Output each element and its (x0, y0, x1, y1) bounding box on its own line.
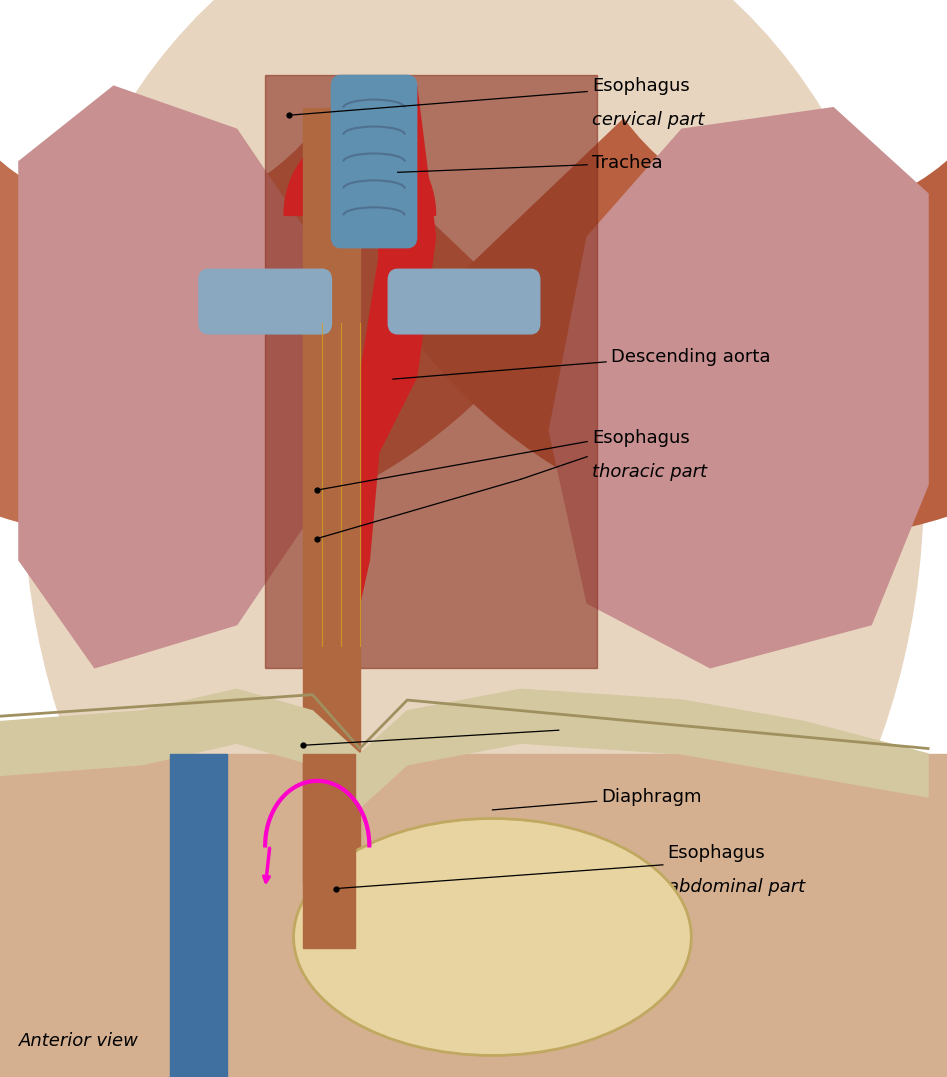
Ellipse shape (294, 819, 691, 1055)
Text: Esophagus: Esophagus (592, 429, 689, 447)
Polygon shape (331, 86, 436, 646)
Text: Trachea: Trachea (592, 154, 663, 172)
Ellipse shape (24, 0, 923, 1077)
Bar (170, 754, 227, 1077)
Wedge shape (406, 39, 947, 538)
Bar (265, 75, 597, 668)
Polygon shape (19, 86, 331, 668)
Wedge shape (0, 39, 541, 538)
Text: Diaphragm: Diaphragm (601, 787, 702, 806)
Text: Esophagus: Esophagus (592, 76, 689, 95)
FancyBboxPatch shape (388, 269, 540, 334)
Text: Esophagus: Esophagus (668, 843, 765, 862)
Text: thoracic part: thoracic part (592, 463, 706, 481)
Bar (303, 754, 355, 948)
Polygon shape (0, 689, 928, 808)
Text: cervical part: cervical part (592, 111, 705, 129)
Text: Stomach: Stomach (434, 945, 513, 962)
FancyBboxPatch shape (331, 75, 417, 248)
Text: abdominal part: abdominal part (668, 878, 805, 896)
Polygon shape (549, 108, 928, 668)
Text: Esophageal hiatus: Esophageal hiatus (563, 716, 729, 735)
Bar (0, 754, 947, 1077)
Text: Anterior view: Anterior view (19, 1032, 139, 1050)
Wedge shape (284, 129, 436, 215)
Bar (303, 108, 360, 883)
Text: Descending aorta: Descending aorta (611, 348, 770, 366)
FancyBboxPatch shape (199, 269, 331, 334)
